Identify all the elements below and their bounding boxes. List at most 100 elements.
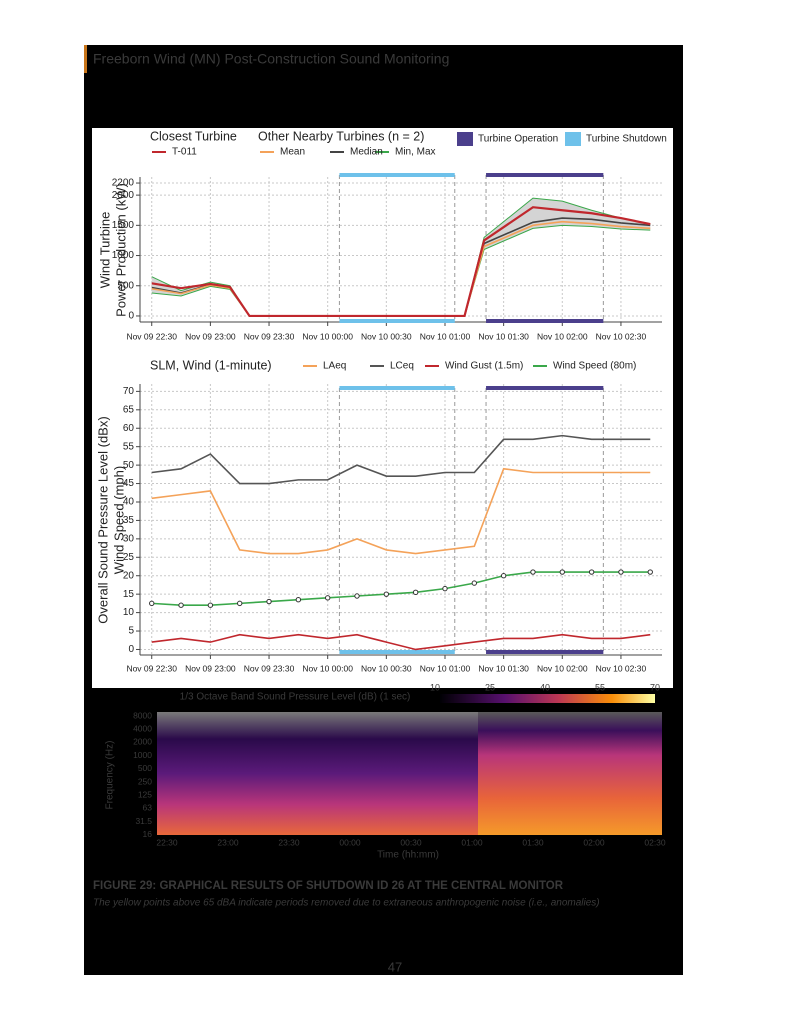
x-tick-label: Nov 10 02:00 bbox=[537, 331, 588, 341]
x-tick-label: Nov 10 02:30 bbox=[596, 663, 647, 673]
y-tick-label: 0 bbox=[128, 311, 134, 322]
y-tick-label: 1000 bbox=[112, 250, 135, 261]
y-tick-label: 1500 bbox=[112, 220, 135, 231]
period-bar bbox=[339, 386, 455, 390]
legend-label: Min, Max bbox=[395, 147, 436, 158]
series-line bbox=[151, 571, 651, 607]
spectrogram-left bbox=[157, 712, 478, 835]
minmax-band bbox=[151, 198, 651, 316]
y-axis-label: Power Production (kW) bbox=[113, 183, 128, 317]
legend-label: T-011 bbox=[172, 147, 197, 158]
spectrogram-y-tick: 4000 bbox=[133, 723, 152, 733]
x-tick-label: Nov 09 23:30 bbox=[244, 663, 295, 673]
spectrogram-x-tick: 02:30 bbox=[644, 837, 666, 847]
point bbox=[149, 600, 155, 607]
legend-title: Closest Turbine bbox=[150, 129, 237, 143]
spectrogram-y-tick: 250 bbox=[138, 776, 152, 786]
y-tick-label: 2000 bbox=[112, 190, 135, 201]
colorbar bbox=[440, 694, 655, 703]
legend-swatch bbox=[457, 132, 473, 146]
x-tick-label: Nov 10 01:30 bbox=[478, 663, 529, 673]
series-line bbox=[151, 206, 651, 318]
spectrogram-y-tick: 2000 bbox=[133, 737, 152, 747]
point bbox=[207, 602, 214, 608]
colorbar-tick-label: 70 bbox=[650, 682, 660, 692]
point bbox=[178, 602, 184, 608]
spectrogram-y-tick: 8000 bbox=[133, 710, 152, 720]
legend-label: Wind Gust (1.5m) bbox=[445, 361, 523, 372]
point bbox=[237, 600, 243, 607]
y-tick-label: 25 bbox=[123, 552, 135, 563]
page-number: 47 bbox=[388, 959, 402, 974]
y-tick-label: 60 bbox=[123, 423, 135, 434]
figure-caption: FIGURE 29: GRAPHICAL RESULTS OF SHUTDOWN… bbox=[93, 880, 564, 892]
period-bar bbox=[486, 386, 604, 390]
legend-label: LAeq bbox=[323, 361, 346, 372]
y-tick-label: 70 bbox=[123, 386, 135, 397]
spectrogram-x-tick: 22:30 bbox=[156, 837, 178, 847]
x-tick-label: Nov 10 00:00 bbox=[302, 331, 353, 341]
legend-label: Turbine Operation bbox=[478, 134, 558, 145]
y-axis-label: Overall Sound Pressure Level (dBx) bbox=[95, 416, 110, 623]
spectrogram-y-tick: 16 bbox=[143, 829, 153, 839]
x-tick-label: Nov 09 23:00 bbox=[185, 331, 236, 341]
period-bar bbox=[339, 319, 455, 323]
y-tick-label: 10 bbox=[123, 607, 135, 618]
spectrogram-y-tick: 125 bbox=[138, 789, 152, 799]
spectrogram-y-tick: 63 bbox=[143, 803, 153, 813]
point bbox=[442, 585, 448, 592]
spectrogram-x-tick: 02:00 bbox=[583, 837, 605, 847]
x-tick-label: Nov 10 02:30 bbox=[596, 331, 647, 341]
spectrogram-y-tick: 500 bbox=[138, 763, 152, 773]
spectrogram-x-tick: 23:00 bbox=[217, 837, 239, 847]
point bbox=[500, 573, 507, 579]
spectrogram-x-tick: 01:00 bbox=[461, 837, 483, 847]
colorbar-tick-label: 55 bbox=[595, 682, 605, 692]
spectrogram-title: 1/3 Octave Band Sound Pressure Level (dB… bbox=[180, 692, 411, 703]
legend-label: Mean bbox=[280, 147, 305, 158]
spectrogram-right bbox=[478, 712, 662, 835]
legend-swatch bbox=[565, 132, 581, 146]
spectrogram-x-tick: 00:30 bbox=[400, 837, 422, 847]
legend-label: Wind Speed (80m) bbox=[553, 361, 636, 372]
y-tick-label: 20 bbox=[123, 570, 135, 581]
spectrogram-y-label: Frequency (Hz) bbox=[105, 741, 116, 810]
colorbar-tick-label: 40 bbox=[540, 682, 550, 692]
point bbox=[530, 569, 536, 575]
point bbox=[588, 569, 595, 575]
point bbox=[266, 598, 272, 605]
y-tick-label: 35 bbox=[123, 515, 135, 526]
y-tick-label: 15 bbox=[123, 589, 135, 600]
colorbar-tick-label: 10 bbox=[430, 682, 440, 692]
x-tick-label: Nov 10 02:00 bbox=[537, 663, 588, 673]
y-tick-label: 30 bbox=[123, 533, 135, 544]
point bbox=[324, 595, 331, 601]
spectrogram-y-tick: 31.5 bbox=[135, 816, 152, 826]
point bbox=[383, 591, 390, 597]
series-line bbox=[151, 467, 651, 555]
legend-title: Other Nearby Turbines (n = 2) bbox=[258, 129, 424, 143]
y-tick-label: 50 bbox=[123, 460, 135, 471]
y-tick-label: 2200 bbox=[112, 178, 135, 189]
x-tick-label: Nov 10 00:00 bbox=[302, 663, 353, 673]
x-tick-label: Nov 09 23:30 bbox=[244, 331, 295, 341]
x-tick-label: Nov 10 00:30 bbox=[361, 663, 412, 673]
colorbar-tick-label: 25 bbox=[485, 682, 495, 692]
x-tick-label: Nov 10 01:00 bbox=[420, 663, 471, 673]
legend-title: SLM, Wind (1-minute) bbox=[150, 358, 272, 372]
y-tick-label: 40 bbox=[123, 497, 135, 508]
spectrogram-x-label: Time (hh:mm) bbox=[377, 850, 439, 861]
point bbox=[559, 569, 565, 575]
legend-label: Turbine Shutdown bbox=[586, 134, 667, 145]
header-title: Freeborn Wind (MN) Post-Construction Sou… bbox=[93, 51, 449, 67]
legend-label: LCeq bbox=[390, 361, 414, 372]
spectrogram-x-tick: 00:00 bbox=[339, 837, 361, 847]
spectrogram-x-tick: 23:30 bbox=[278, 837, 300, 847]
x-tick-label: Nov 09 23:00 bbox=[185, 663, 236, 673]
y-tick-label: 55 bbox=[123, 441, 135, 452]
y-axis-label: Wind Turbine bbox=[97, 212, 112, 289]
point bbox=[354, 593, 360, 599]
spectrogram-y-tick: 1000 bbox=[133, 750, 152, 760]
figure-note: The yellow points above 65 dBA indicate … bbox=[93, 898, 600, 909]
point bbox=[412, 589, 419, 596]
